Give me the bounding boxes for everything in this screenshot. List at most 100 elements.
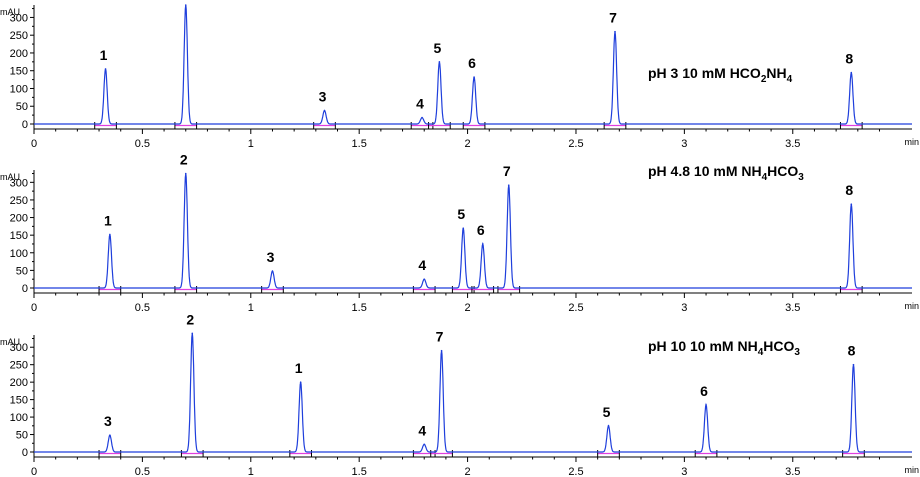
y-tick-label: 50 bbox=[16, 430, 28, 442]
x-tick-label: 3.5 bbox=[785, 138, 800, 150]
peak-apex-7 bbox=[614, 30, 616, 33]
x-tick-label: 3 bbox=[681, 302, 687, 314]
peak-label-5: 5 bbox=[457, 206, 465, 222]
y-tick-label: 50 bbox=[16, 101, 28, 113]
y-tick-label: 250 bbox=[10, 195, 28, 207]
peak-label-1: 1 bbox=[104, 212, 112, 228]
condition-subscript: 2 bbox=[761, 74, 767, 85]
y-tick-label: 300 bbox=[10, 177, 28, 189]
peak-label-4: 4 bbox=[416, 96, 424, 112]
peak-apex-5 bbox=[462, 227, 465, 229]
peak-label-1: 1 bbox=[295, 360, 303, 376]
peak-apex-3 bbox=[109, 434, 111, 437]
peak-apex-8 bbox=[850, 71, 853, 74]
condition-subscript: 4 bbox=[787, 74, 793, 85]
peak-apex-4 bbox=[421, 116, 423, 119]
chromatogram-trace bbox=[34, 333, 912, 453]
condition-subscript: 3 bbox=[794, 347, 800, 358]
peak-apex-2 bbox=[184, 172, 187, 175]
chromatogram-trace bbox=[34, 173, 912, 289]
peak-label-7: 7 bbox=[609, 10, 617, 26]
y-tick-label: 0 bbox=[22, 119, 28, 131]
x-tick-label: 1.5 bbox=[352, 466, 367, 477]
peak-apex-6 bbox=[481, 243, 484, 245]
x-tick-label: 0.5 bbox=[135, 466, 150, 477]
x-tick-label: 1.5 bbox=[352, 302, 367, 314]
condition-subscript: 3 bbox=[798, 172, 804, 183]
x-tick-label: 2.5 bbox=[568, 302, 583, 314]
peak-label-7: 7 bbox=[436, 329, 444, 345]
peak-apex-3 bbox=[323, 109, 326, 112]
peak-label-3: 3 bbox=[104, 413, 112, 429]
condition-subscript: 4 bbox=[758, 347, 764, 358]
peak-apex-1 bbox=[299, 381, 302, 383]
condition-label: pH 3 10 mM HCO2NH4 bbox=[648, 65, 793, 85]
peak-apex-5 bbox=[438, 61, 441, 63]
peak-label-5: 5 bbox=[433, 40, 441, 56]
condition-subscript: 4 bbox=[762, 172, 768, 183]
condition-label: pH 10 10 mM NH4HCO3 bbox=[648, 338, 800, 358]
y-tick-label: 150 bbox=[10, 230, 28, 242]
peak-label-4: 4 bbox=[418, 257, 426, 273]
peak-label-5: 5 bbox=[603, 404, 611, 420]
peak-apex-3 bbox=[271, 270, 274, 272]
x-tick-label: 3.5 bbox=[785, 466, 800, 477]
x-tick-label: 1 bbox=[248, 302, 254, 314]
x-tick-label: 3.5 bbox=[785, 302, 800, 314]
peak-apex-6 bbox=[705, 404, 707, 406]
peak-apex-4 bbox=[423, 278, 426, 280]
x-tick-label: 1.5 bbox=[352, 138, 367, 150]
x-axis-unit-label: min bbox=[904, 137, 919, 147]
peak-apex-2 bbox=[184, 4, 187, 6]
x-tick-label: 0 bbox=[31, 466, 37, 477]
y-tick-label: 0 bbox=[22, 283, 28, 295]
peak-apex-8 bbox=[852, 363, 855, 366]
peak-label-3: 3 bbox=[319, 89, 327, 105]
peak-apex-6 bbox=[473, 76, 475, 78]
peak-apex-7 bbox=[440, 349, 443, 352]
y-axis-unit-label: mAU bbox=[0, 337, 20, 347]
x-axis-unit-label: min bbox=[904, 301, 919, 311]
y-tick-label: 200 bbox=[10, 213, 28, 225]
y-tick-label: 150 bbox=[10, 395, 28, 407]
x-tick-label: 1 bbox=[248, 466, 254, 477]
x-tick-label: 2 bbox=[465, 466, 471, 477]
y-axis-unit-label: mAU bbox=[0, 172, 20, 182]
x-axis-unit-label: min bbox=[904, 465, 919, 475]
x-tick-label: 2.5 bbox=[568, 466, 583, 477]
peak-apex-5 bbox=[607, 425, 610, 427]
x-tick-label: 3 bbox=[681, 466, 687, 477]
chromatogram-trace bbox=[34, 4, 912, 125]
y-tick-label: 100 bbox=[10, 83, 28, 95]
peak-label-2: 2 bbox=[180, 152, 188, 168]
peak-label-6: 6 bbox=[468, 55, 476, 71]
y-tick-label: 100 bbox=[10, 412, 28, 424]
peak-apex-4 bbox=[423, 443, 426, 446]
x-tick-label: 0 bbox=[31, 138, 37, 150]
condition-text: HCO bbox=[763, 338, 794, 354]
y-tick-label: 50 bbox=[16, 265, 28, 277]
y-tick-label: 300 bbox=[10, 12, 28, 24]
y-tick-label: 150 bbox=[10, 66, 28, 78]
peak-label-6: 6 bbox=[477, 222, 485, 238]
y-tick-label: 200 bbox=[10, 48, 28, 60]
peak-apex-1 bbox=[109, 233, 111, 236]
condition-text: pH 4.8 10 mM NH bbox=[648, 163, 762, 179]
peak-label-6: 6 bbox=[700, 383, 708, 399]
y-tick-label: 100 bbox=[10, 248, 28, 260]
condition-text: pH 3 10 mM HCO bbox=[648, 65, 761, 81]
y-tick-label: 250 bbox=[10, 360, 28, 372]
condition-text: HCO bbox=[767, 163, 798, 179]
peak-label-8: 8 bbox=[848, 343, 856, 359]
peak-apex-2 bbox=[191, 332, 194, 335]
peak-apex-7 bbox=[507, 184, 510, 186]
y-tick-label: 0 bbox=[22, 447, 28, 459]
peak-label-8: 8 bbox=[845, 182, 853, 198]
x-tick-label: 2.5 bbox=[568, 138, 583, 150]
x-tick-label: 3 bbox=[681, 138, 687, 150]
x-tick-label: 2 bbox=[465, 302, 471, 314]
